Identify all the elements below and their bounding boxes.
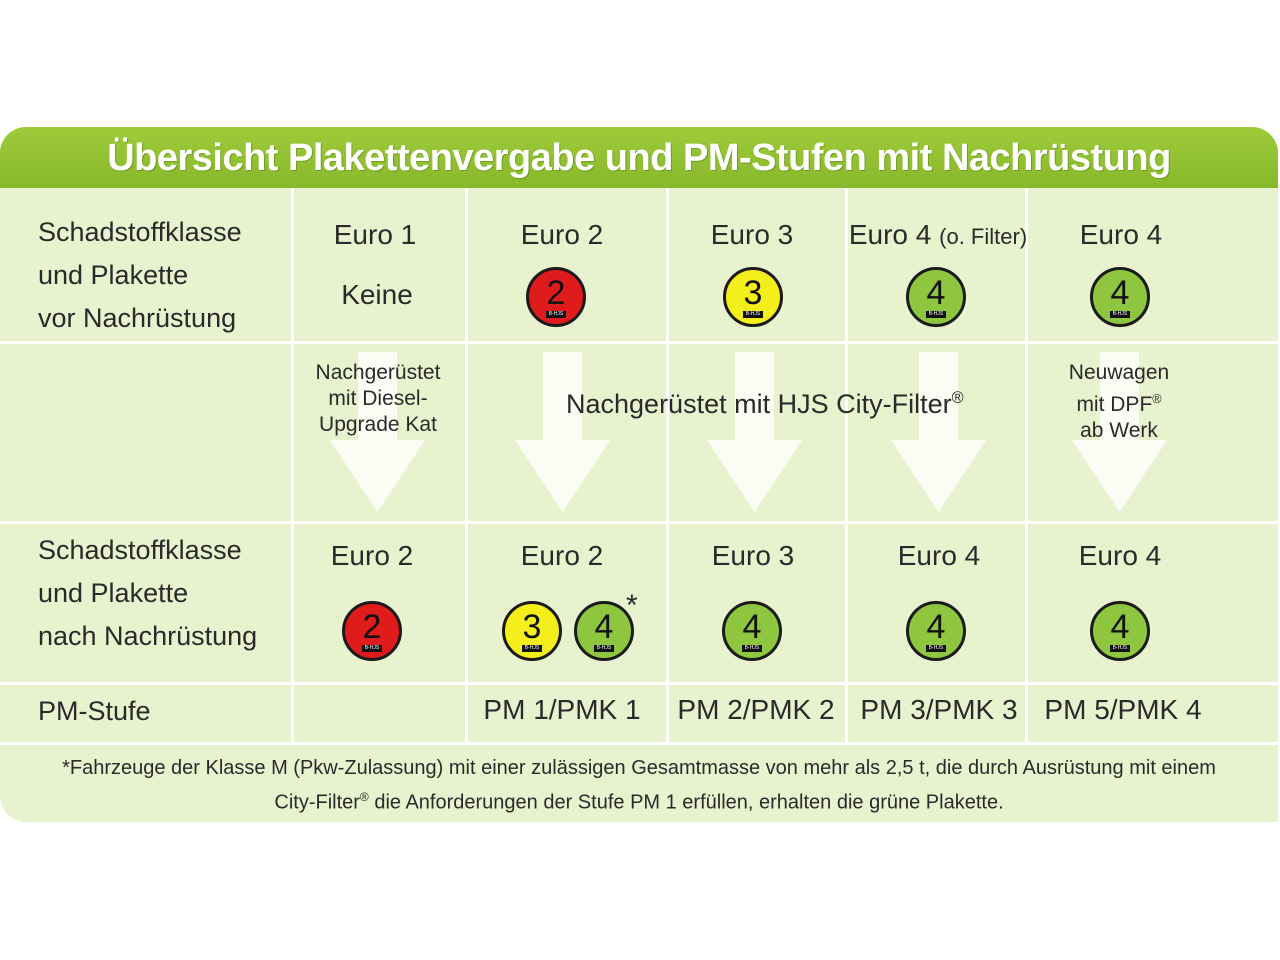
badge-number: 4 xyxy=(594,608,614,646)
registered-mark: ® xyxy=(1152,392,1162,406)
row-divider xyxy=(0,742,1278,745)
badge-mark: B-HJS xyxy=(1110,645,1130,652)
pm-level: PM 5/PMK 4 xyxy=(1044,694,1202,725)
badge-green: 4 B-HJS xyxy=(1090,601,1150,661)
retrofit-diesel-kat: Nachgerüstet mit Diesel- Upgrade Kat xyxy=(316,360,441,438)
row-label-pm: PM-Stufe xyxy=(38,696,151,726)
footnote-line-2: City-Filter® die Anforderungen der Stufe… xyxy=(0,790,1278,815)
badge-yellow: 3 B-HJS xyxy=(502,601,562,661)
badge-mark: B-HJS xyxy=(546,311,566,318)
table-title: Übersicht Plakettenvergabe und PM-Stufen… xyxy=(0,127,1278,188)
column-divider xyxy=(465,188,468,745)
footnote-text: City-Filter xyxy=(274,791,360,814)
row-divider xyxy=(0,682,1278,685)
no-badge-label: Keine xyxy=(341,279,413,310)
badge-mark: B-HJS xyxy=(926,645,946,652)
class-after-col4: Euro 4 xyxy=(897,540,981,571)
row-label-before: Schadstoffklasse und Plakette vor Nachrü… xyxy=(38,211,242,340)
badge-number: 3 xyxy=(522,608,542,646)
pm-level: PM 2/PMK 2 xyxy=(677,694,835,725)
badge-green: 4 B-HJS xyxy=(906,601,966,661)
badge-mark: B-HJS xyxy=(362,645,382,652)
row-divider xyxy=(0,521,1278,524)
row-label-line: nach Nachrüstung xyxy=(38,621,258,651)
retrofit-line: ab Werk xyxy=(1080,419,1158,442)
footnote-asterisk: * xyxy=(626,589,638,622)
overview-table: Übersicht Plakettenvergabe und PM-Stufen… xyxy=(0,127,1278,822)
retrofit-line: Neuwagen xyxy=(1068,361,1170,384)
badge-number: 4 xyxy=(1110,608,1130,646)
row-label-line: und Plakette xyxy=(38,260,189,290)
class-after-col2: Euro 2 xyxy=(520,540,604,571)
class-suffix: (o. Filter) xyxy=(939,224,1028,249)
footnote-text: die Anforderungen der Stufe PM 1 erfülle… xyxy=(368,791,1004,814)
row-divider xyxy=(0,341,1278,344)
badge-mark: B-HJS xyxy=(522,645,542,652)
down-arrow-icon xyxy=(515,352,610,512)
pm-level: PM 3/PMK 3 xyxy=(860,694,1018,725)
class-before-euro1: Euro 1 xyxy=(333,219,417,250)
footnote-line-1: *Fahrzeuge der Klasse M (Pkw-Zulassung) … xyxy=(62,757,1216,779)
column-divider xyxy=(845,188,848,745)
registered-mark: ® xyxy=(359,790,369,804)
badge-mark: B-HJS xyxy=(742,645,762,652)
row-label-line: Schadstoffklasse xyxy=(38,535,242,565)
class-before-euro3: Euro 3 xyxy=(710,219,794,250)
down-arrow-icon xyxy=(707,352,802,512)
pm-level: PM 1/PMK 1 xyxy=(483,694,641,725)
class-after-col3: Euro 3 xyxy=(711,540,795,571)
badge-number: 4 xyxy=(742,608,762,646)
down-arrow-icon xyxy=(1072,352,1167,512)
retrofit-city-filter: Nachgerüstet mit HJS City-Filter® xyxy=(566,389,964,420)
badge-number: 3 xyxy=(743,274,763,312)
class-after-col1: Euro 2 xyxy=(330,540,414,571)
badge-green: 4 B-HJS xyxy=(1090,267,1150,327)
badge-green: 4 B-HJS xyxy=(574,601,634,661)
column-divider xyxy=(1025,188,1028,745)
badge-green: 4 B-HJS xyxy=(722,601,782,661)
badge-green: 4 B-HJS xyxy=(906,267,966,327)
badge-red: 2 B-HJS xyxy=(342,601,402,661)
class-before-euro2: Euro 2 xyxy=(520,219,604,250)
retrofit-line-text: mit DPF xyxy=(1076,393,1153,416)
retrofit-line: Upgrade Kat xyxy=(319,413,437,436)
class-before-euro4: Euro 4 xyxy=(1079,219,1163,250)
retrofit-line: mit DPF® xyxy=(1069,386,1169,418)
retrofit-center-label: Nachgerüstet mit HJS City-Filter xyxy=(566,389,952,419)
badge-yellow: 3 B-HJS xyxy=(723,267,783,327)
badge-number: 2 xyxy=(362,608,382,646)
class-before-euro4-nofilter: Euro 4 (o. Filter) xyxy=(849,219,1027,251)
badge-mark: B-HJS xyxy=(1110,311,1130,318)
down-arrow-icon xyxy=(330,352,425,512)
registered-mark: ® xyxy=(951,389,964,407)
row-label-line: Schadstoffklasse xyxy=(38,217,242,247)
badge-mark: B-HJS xyxy=(743,311,763,318)
class-after-col5: Euro 4 xyxy=(1078,540,1162,571)
retrofit-line: Nachgerüstet xyxy=(315,361,441,384)
badge-number: 4 xyxy=(1110,274,1130,312)
badge-mark: B-HJS xyxy=(926,311,946,318)
retrofit-line: mit Diesel- xyxy=(328,387,428,410)
badge-number: 4 xyxy=(926,608,946,646)
down-arrow-icon xyxy=(891,352,986,512)
row-label-line: und Plakette xyxy=(38,578,189,608)
new-car-dpf: Neuwagen mit DPF® ab Werk xyxy=(1069,360,1169,444)
column-divider xyxy=(666,188,669,745)
badge-red: 2 B-HJS xyxy=(526,267,586,327)
row-label-after: Schadstoffklasse und Plakette nach Nachr… xyxy=(38,529,257,658)
badge-number: 4 xyxy=(926,274,946,312)
badge-number: 2 xyxy=(546,274,566,312)
column-divider xyxy=(291,188,294,745)
badge-mark: B-HJS xyxy=(594,645,614,652)
class-label: Euro 4 xyxy=(848,219,932,250)
row-label-line: vor Nachrüstung xyxy=(38,303,237,333)
